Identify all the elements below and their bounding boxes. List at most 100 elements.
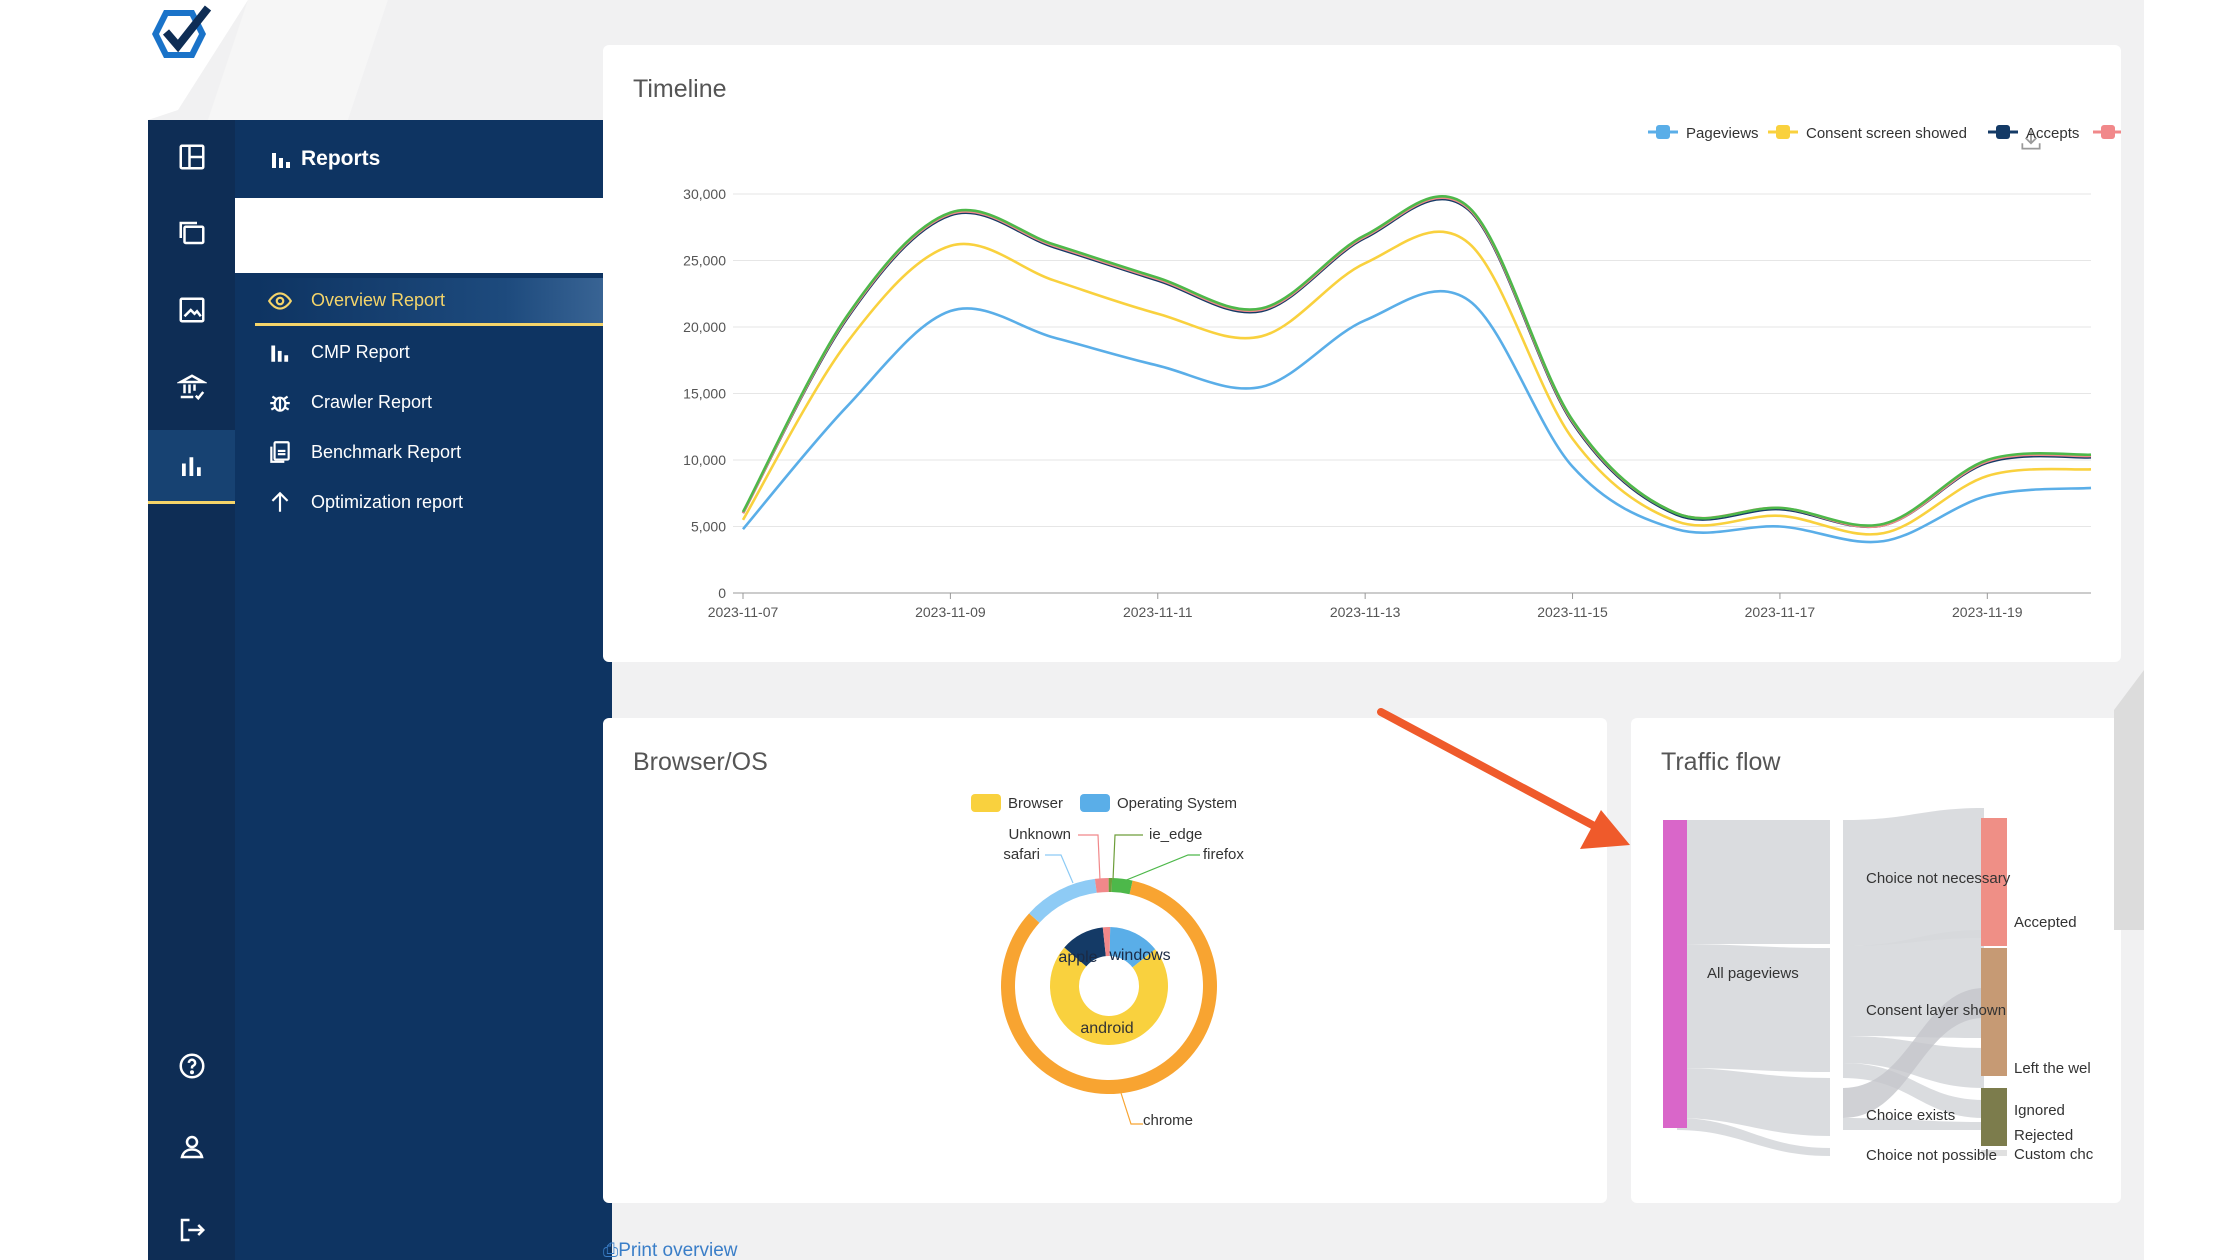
donut-slice-other[interactable] <box>1102 927 1111 957</box>
legend-item[interactable]: Consent screen showed <box>1768 125 1967 142</box>
submenu-panel-shadow <box>555 198 612 273</box>
bar-chart-icon[interactable] <box>148 430 235 504</box>
document-copy-icon <box>270 441 290 463</box>
y-tick-label: 15,000 <box>683 386 726 402</box>
sankey-chart: All pageviews Choice not necessary Conse… <box>1663 808 2094 1164</box>
icon-rail <box>148 120 235 1260</box>
print-overview-link[interactable]: ⎙Print overview <box>603 1240 738 1260</box>
sankey-node-choice-exists[interactable] <box>1981 1088 2007 1146</box>
bar-chart-icon <box>272 153 290 168</box>
menu-item-crawler-report[interactable]: Crawler Report <box>255 378 612 426</box>
help-icon[interactable] <box>148 1029 235 1103</box>
donut-outer-label: chrome <box>1143 1112 1193 1129</box>
x-tick-label: 2023-11-15 <box>1537 604 1608 620</box>
menu-item-label: Benchmark Report <box>311 441 462 462</box>
legend-swatch <box>1656 125 1670 139</box>
donut-slice-windows[interactable] <box>1109 927 1156 968</box>
dashboard-icon[interactable] <box>148 120 235 194</box>
browser-os-title: Browser/OS <box>633 748 768 776</box>
sankey-label: Left the wel <box>2014 1060 2091 1077</box>
donut-outer-label: Unknown <box>1008 826 1071 843</box>
leader-line <box>1112 834 1143 881</box>
sankey-flow <box>1677 820 1830 944</box>
x-tick-label: 2023-11-19 <box>1952 604 2023 620</box>
sankey-flow <box>1843 988 1984 1118</box>
donut-inner-label: android <box>1080 1020 1133 1037</box>
traffic-flow-card: Traffic flow All pageviews <box>1631 718 2121 1203</box>
reports-label: Reports <box>301 147 381 170</box>
x-tick-label: 2023-11-09 <box>915 604 986 620</box>
background-decoration <box>148 0 568 120</box>
bar-chart-icon <box>271 345 289 362</box>
legend-item[interactable]: Operating System <box>1080 794 1237 812</box>
user-icon[interactable] <box>148 1110 235 1184</box>
menu-item-label: Optimization report <box>311 491 464 512</box>
sankey-node-consent-layer-shown[interactable] <box>1981 948 2007 1076</box>
legend-item[interactable]: Pageviews <box>1648 125 1759 142</box>
sankey-label: Choice not necessary <box>1866 870 2011 887</box>
sankey-flow <box>1677 944 1830 1072</box>
annotation-arrow <box>1377 708 1630 849</box>
sankey-flow <box>1843 1063 1984 1118</box>
x-tick-label: 2023-11-11 <box>1123 604 1193 620</box>
leader-line <box>1118 854 1200 884</box>
sankey-flow <box>1843 1118 1984 1130</box>
sankey-node-all-pageviews[interactable] <box>1663 820 1687 1128</box>
sankey-label: Accepted <box>2014 914 2077 931</box>
submenu-blank-panel <box>235 198 555 273</box>
donut-slice-firefox[interactable] <box>1111 878 1133 895</box>
legend-item[interactable]: Rejects <box>2093 125 2121 142</box>
logout-icon[interactable] <box>148 1193 235 1260</box>
legend-label: Pageviews <box>1686 125 1759 142</box>
sankey-label: Ignored <box>2014 1102 2065 1119</box>
donut-slice-Unknown[interactable] <box>1094 878 1109 893</box>
logo-check-icon <box>152 5 212 58</box>
donut-slice-apple[interactable] <box>1064 927 1106 967</box>
sankey-node-choice-not-necessary[interactable] <box>1981 818 2007 946</box>
menu-item-cmp-report[interactable]: CMP Report <box>255 328 612 376</box>
y-tick-label: 10,000 <box>683 452 726 468</box>
x-tick-label: 2023-11-13 <box>1330 604 1401 620</box>
timeline-title: Timeline <box>633 75 727 103</box>
donut-inner-label: apple <box>1058 949 1097 966</box>
download-icon[interactable] <box>2018 127 2044 153</box>
image-icon[interactable] <box>148 273 235 347</box>
y-tick-label: 20,000 <box>683 319 726 335</box>
sankey-flow <box>1677 1068 1830 1136</box>
donut-slice-safari[interactable] <box>1029 878 1097 923</box>
donut-slice-ie_edge[interactable] <box>1108 878 1113 893</box>
leader-line <box>1078 834 1101 881</box>
folders-icon[interactable] <box>148 196 235 270</box>
legend-label: Accepts <box>2026 125 2079 142</box>
bug-icon <box>270 395 290 412</box>
bank-check-icon[interactable] <box>148 350 235 424</box>
leader-line <box>1120 1092 1143 1125</box>
menu-item-optimization-report[interactable]: Optimization report <box>255 478 612 526</box>
sankey-label: Choice exists <box>1866 1107 1955 1124</box>
legend-item[interactable]: Accepts <box>1988 125 2079 142</box>
menu-item-overview-report[interactable]: Overview Report <box>255 278 612 326</box>
menu-item-benchmark-report[interactable]: Benchmark Report <box>255 428 612 476</box>
donut-outer-label: safari <box>1003 846 1040 863</box>
y-tick-label: 5,000 <box>691 519 726 535</box>
reports-header[interactable]: Reports <box>235 120 612 198</box>
print-overview-label: Print overview <box>618 1240 738 1260</box>
legend-label: Operating System <box>1117 795 1237 812</box>
sankey-node-choice-not-possible[interactable] <box>1981 1150 2007 1156</box>
series-line-pageviews <box>742 289 2092 544</box>
donut-outer-label: firefox <box>1203 846 1244 863</box>
browser-os-card: Browser/OS android apple windows chrome safa… <box>603 718 1607 1203</box>
sankey-label: Consent layer shown <box>1866 1002 2006 1019</box>
sankey-flow <box>1677 1118 1830 1156</box>
series-line-custom <box>741 195 2092 527</box>
x-tick-label: 2023-11-17 <box>1745 604 1816 620</box>
legend-swatch <box>1776 125 1790 139</box>
menu-item-label: Overview Report <box>311 290 446 310</box>
menu-item-label: CMP Report <box>311 341 410 362</box>
traffic-flow-title: Traffic flow <box>1661 748 1781 776</box>
arrow-up-icon <box>271 491 289 512</box>
sankey-flow <box>1843 808 1984 946</box>
donut-slice-android[interactable] <box>1050 947 1168 1045</box>
legend-item[interactable]: Browser <box>971 794 1063 812</box>
eye-icon <box>267 291 293 310</box>
